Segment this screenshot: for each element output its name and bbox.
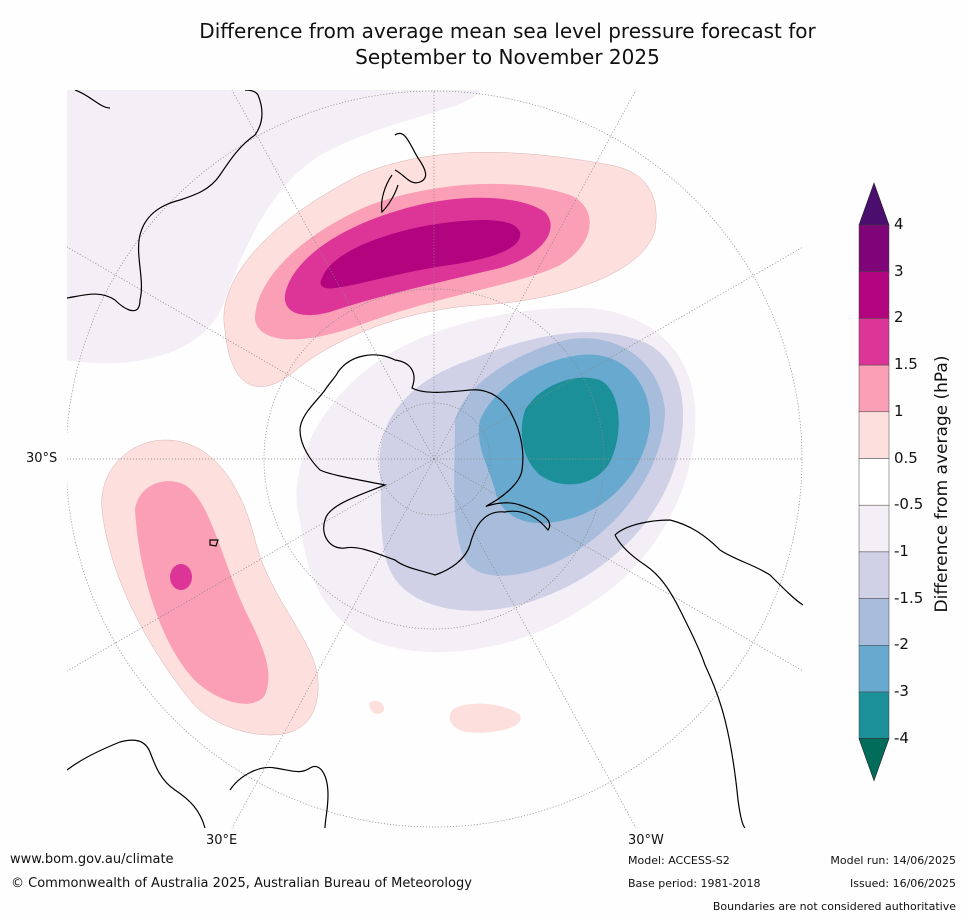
colorbar-tick-label: -1.5 <box>894 588 924 607</box>
footer-copyright: © Commonwealth of Australia 2025, Austra… <box>11 876 472 891</box>
colorbar-tick-label: 1.5 <box>894 355 918 374</box>
colorbar-bin <box>858 551 890 599</box>
meridian-120w <box>433 246 803 460</box>
footer-model-run: Model run: 14/06/2025 <box>830 854 956 867</box>
coast-new-zealand-north <box>394 132 427 184</box>
colorbar-bin <box>858 691 890 739</box>
footer-website: www.bom.gov.au/climate <box>10 852 174 867</box>
lat-label-30s: 30°S <box>26 451 58 466</box>
meridian-30e <box>231 458 435 828</box>
footer-base-period: Base period: 1981-2018 <box>628 877 761 890</box>
meridian-60w <box>433 458 803 672</box>
colorbar-bin <box>858 411 890 459</box>
graticule <box>67 90 803 828</box>
colorbar-tick-label: 0.5 <box>894 448 918 467</box>
colorbar-tick-label: -0.5 <box>894 495 924 514</box>
colorbar-bin <box>858 224 890 272</box>
lon-label-30e: 30°E <box>206 833 238 848</box>
contour-pos-20 <box>320 219 521 289</box>
colorbar-bin <box>858 364 890 413</box>
coast-new-zealand-south <box>380 174 399 214</box>
map-title: Difference from average mean sea level p… <box>0 18 965 70</box>
coastlines <box>67 90 803 828</box>
coast-australia <box>67 90 263 312</box>
colorbar-bin <box>858 318 890 366</box>
colorbar-tick-label: -1 <box>894 541 909 560</box>
contour-neg-05-north <box>67 90 480 364</box>
lat-circle-45s <box>263 288 605 630</box>
title-line-1: Difference from average mean sea level p… <box>199 19 816 43</box>
colorbar-bin <box>858 504 890 553</box>
map-panel <box>67 90 803 828</box>
colorbar-over-triangle <box>858 182 890 226</box>
contour-pos-10-west <box>135 481 269 704</box>
colorbar-tick-label: 4 <box>894 215 904 233</box>
colorbar-bin <box>858 271 890 319</box>
footer-issued: Issued: 16/06/2025 <box>849 877 956 890</box>
positive-anomaly-north <box>223 152 657 387</box>
colorbar-tick-label: -2 <box>894 635 909 654</box>
colorbar-title: Difference from average (hPa) <box>932 355 952 613</box>
lat-circle-30s <box>67 90 803 828</box>
positive-anomaly-west <box>101 439 521 736</box>
footer-model: Model: ACCESS-S2 <box>628 854 730 867</box>
meridian-150e <box>231 90 435 460</box>
meridian-150w <box>433 90 637 460</box>
footer-disclaimer: Boundaries are not considered authoritat… <box>712 900 956 913</box>
contour-neg05-region <box>67 90 480 364</box>
coast-antarctica <box>299 354 551 576</box>
contour-pos-15-west <box>170 564 192 590</box>
negative-anomaly-south <box>296 307 696 653</box>
pos-patch-east <box>449 703 521 733</box>
lon-label-30w: 30°W <box>628 833 664 848</box>
colorbar-bin <box>858 458 890 506</box>
coast-marion <box>209 539 219 547</box>
pos-patch-small <box>369 700 385 715</box>
contour-neg-30 <box>521 377 619 485</box>
colorbar-tick-label: -3 <box>894 682 909 700</box>
coast-africa <box>67 739 329 828</box>
colorbar-bin <box>858 645 890 693</box>
title-line-2: September to November 2025 <box>355 45 660 69</box>
colorbar-bin <box>858 598 890 646</box>
lat-circle-60s <box>377 402 491 516</box>
meridian-30w <box>433 458 637 828</box>
colorbar-tick-label: -4 <box>894 728 909 747</box>
colorbar-tick-label: 2 <box>894 308 904 327</box>
coast-south-america <box>614 519 803 828</box>
colorbar <box>858 182 890 782</box>
colorbar-under-triangle <box>858 738 890 782</box>
colorbar-tick-label: 3 <box>894 261 904 280</box>
colorbar-tick-label: 1 <box>894 401 904 420</box>
